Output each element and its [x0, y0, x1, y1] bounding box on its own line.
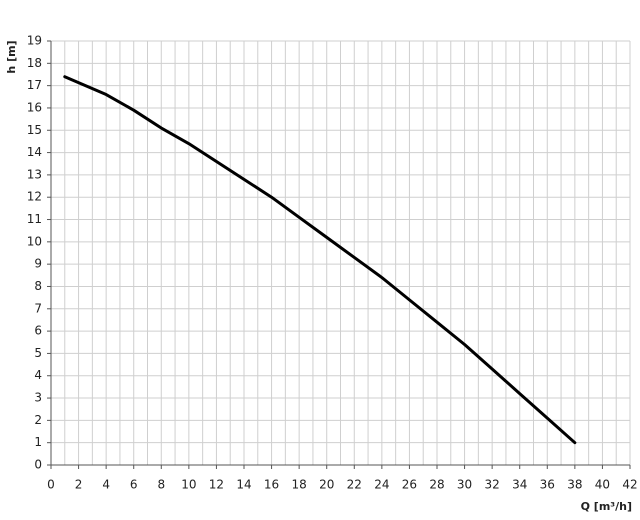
- y-axis-label: h [m]: [5, 40, 18, 73]
- y-tick-label: 16: [27, 100, 42, 114]
- x-tick-label: 22: [347, 478, 362, 492]
- x-tick-label: 40: [595, 478, 610, 492]
- x-tick-label: 30: [457, 478, 472, 492]
- y-tick-label: 0: [34, 458, 42, 472]
- y-tick-label: 7: [34, 301, 42, 315]
- y-tick-label: 19: [27, 34, 42, 48]
- x-tick-label: 32: [485, 478, 500, 492]
- y-tick-label: 10: [27, 234, 42, 248]
- y-tick-label: 3: [34, 391, 42, 405]
- y-tick-label: 17: [27, 78, 42, 92]
- x-tick-label: 28: [429, 478, 444, 492]
- curve: [63, 75, 577, 445]
- y-tick-label: 4: [34, 368, 42, 382]
- x-tick-label: 18: [292, 478, 307, 492]
- x-axis-label: Q [m³/h]: [581, 500, 632, 513]
- y-tick-label: 14: [27, 145, 42, 159]
- x-tick-label: 36: [540, 478, 555, 492]
- x-tick-label: 38: [567, 478, 582, 492]
- y-tick-label: 18: [27, 56, 42, 70]
- x-tick-label: 24: [374, 478, 389, 492]
- y-tick-label: 15: [27, 123, 42, 137]
- x-tick-label: 34: [512, 478, 527, 492]
- x-tick-label: 42: [622, 478, 637, 492]
- x-tick-label: 4: [102, 478, 110, 492]
- y-tick-label: 13: [27, 167, 42, 181]
- x-tick-label: 8: [157, 478, 165, 492]
- y-tick-label: 1: [34, 435, 42, 449]
- x-tick-label: 16: [264, 478, 279, 492]
- x-tick-label: 6: [130, 478, 138, 492]
- y-tick-label: 2: [34, 413, 42, 427]
- y-tick-label: 11: [27, 212, 42, 226]
- x-tick-label: 0: [47, 478, 55, 492]
- y-tick-label: 12: [27, 190, 42, 204]
- x-tick-label: 12: [209, 478, 224, 492]
- x-tick-label: 20: [319, 478, 334, 492]
- y-tick-label: 5: [34, 346, 42, 360]
- x-tick-label: 10: [181, 478, 196, 492]
- y-tick-label: 6: [34, 324, 42, 338]
- x-tick-label: 26: [402, 478, 417, 492]
- x-tick-label: 14: [236, 478, 251, 492]
- y-tick-label: 9: [34, 257, 42, 271]
- y-tick-label: 8: [34, 279, 42, 293]
- x-tick-label: 2: [75, 478, 83, 492]
